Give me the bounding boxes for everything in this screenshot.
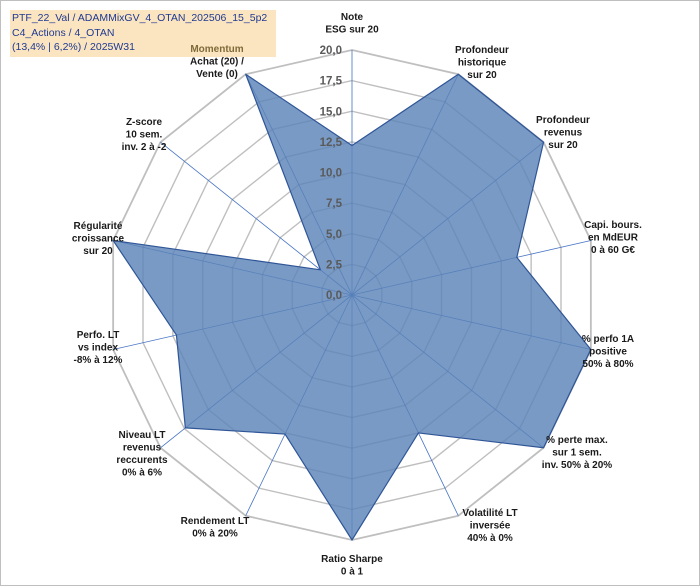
chart-title-line-2: C4_Actions / 4_OTAN bbox=[12, 26, 115, 39]
tick-label-4: 10,0 bbox=[320, 168, 342, 180]
tick-label-3: 7,5 bbox=[326, 198, 343, 210]
axis-label-5: % perte max. sur 1 sem. inv. 50% à 20% bbox=[542, 435, 613, 471]
tick-label-0: 0,0 bbox=[326, 290, 342, 302]
radar-series bbox=[112, 73, 592, 541]
chart-title-box: PTF_22_Val / ADAMMixGV_4_OTAN_202506_15_… bbox=[10, 10, 276, 57]
axis-label-11: Régularité croissance sur 20 bbox=[72, 221, 125, 257]
axis-label-1: Profondeur historique sur 20 bbox=[455, 45, 509, 81]
axis-label-10: Perfo. LT vs index -8% à 12% bbox=[74, 330, 123, 366]
axis-label-8: Rendement LT 0% à 20% bbox=[181, 516, 250, 540]
axis-label-3: Capi. bours. en MdEUR 0 à 60 G€ bbox=[584, 220, 642, 256]
axis-label-7: Ratio Sharpe 0 à 1 bbox=[321, 554, 383, 578]
tick-label-1: 2,5 bbox=[326, 259, 343, 271]
axis-label-9: Niveau LT revenus reccurents 0% à 6% bbox=[116, 430, 168, 479]
axis-label-13: Momentum Achat (20) / Vente (0) bbox=[190, 44, 244, 80]
axis-label-0: Note ESG sur 20 bbox=[325, 12, 379, 36]
radar-axis-labels: Note ESG sur 20 Profondeur historique sur 20… bbox=[72, 12, 642, 578]
axis-label-6: Volatilité LT inversée 40% à 0% bbox=[462, 508, 517, 544]
radar-tick-labels: 0,0 2,5 5,0 7,5 10,0 12,5 15,0 17,5 20,0 bbox=[320, 45, 343, 302]
series-area bbox=[112, 73, 592, 541]
tick-label-7: 17,5 bbox=[320, 76, 343, 88]
chart-title-line-1: PTF_22_Val / ADAMMixGV_4_OTAN_202506_15_… bbox=[12, 12, 268, 24]
tick-label-6: 15,0 bbox=[320, 106, 342, 118]
axis-label-4: % perfo 1A positive 50% à 80% bbox=[582, 334, 634, 370]
tick-label-8: 20,0 bbox=[320, 45, 342, 57]
axis-label-12: Z-score 10 sem. inv. 2 à -2 bbox=[122, 117, 167, 153]
chart-title-line-3: (13,4% | 6,2%) / 2025W31 bbox=[12, 41, 135, 53]
tick-label-5: 12,5 bbox=[320, 137, 343, 149]
tick-label-2: 5,0 bbox=[326, 229, 342, 241]
axis-label-2: Profondeur revenus sur 20 bbox=[536, 115, 590, 151]
